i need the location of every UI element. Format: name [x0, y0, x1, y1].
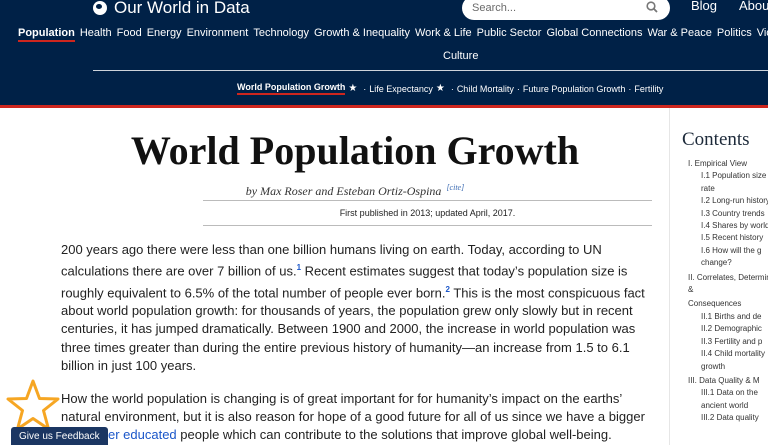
feedback-button[interactable]: Give us Feedback — [11, 427, 108, 445]
star-outline-icon — [6, 379, 60, 431]
subnav-separator: · — [516, 83, 520, 94]
topic-violence[interactable]: Violence — [756, 27, 768, 39]
paragraph-text: people which can contribute to the solut… — [176, 427, 612, 443]
topic-global-connections[interactable]: Global Connections — [546, 27, 643, 39]
toc-item[interactable]: II.4 Child mortality — [701, 349, 766, 359]
subnav-future-population-growth[interactable]: Future Population Growth — [522, 83, 626, 94]
subnav-separator: · — [450, 83, 454, 94]
topic-culture[interactable]: Culture — [443, 50, 479, 62]
toc-item[interactable]: I.2 Long-run history — [701, 196, 768, 206]
toc-item[interactable]: rate — [701, 183, 715, 193]
article-byline: by Max Roser and Esteban Ortiz-Ospina [c… — [0, 183, 710, 199]
toc-section[interactable]: I. Empirical View — [688, 159, 747, 168]
toc-item[interactable]: ancient world — [701, 400, 749, 410]
star-icon: ★ — [435, 83, 445, 94]
toc-item[interactable]: growth — [701, 361, 726, 371]
blog-link[interactable]: Blog — [691, 0, 718, 13]
published-divider-bottom — [203, 225, 652, 226]
toc-item[interactable]: II.3 Fertility and p — [701, 336, 763, 346]
subnav-separator: · — [363, 83, 367, 94]
topic-public-sector[interactable]: Public Sector — [476, 27, 542, 39]
topic-food[interactable]: Food — [116, 27, 142, 39]
topic-population[interactable]: Population — [18, 27, 75, 42]
byline-authors: by Max Roser and Esteban Ortiz-Ospina — [245, 184, 442, 198]
topic-nav: Population Health Food Energy Environmen… — [18, 27, 768, 42]
toc-item[interactable]: change? — [701, 258, 732, 268]
toc-item[interactable]: I.4 Shares by world — [701, 221, 768, 231]
toc-item[interactable]: III.1 Data on the — [701, 388, 758, 398]
entry-subnav: World Population Growth ★ · Life Expecta… — [237, 82, 663, 95]
toc-item[interactable]: I.5 Recent history — [701, 233, 764, 243]
globe-icon — [93, 1, 107, 15]
topic-work-life[interactable]: Work & Life — [414, 27, 472, 39]
published-note: First published in 2013; updated April, … — [339, 208, 516, 218]
published-divider-top — [203, 200, 652, 201]
site-header: Our World in Data Blog About Population … — [0, 0, 768, 107]
toc-item[interactable]: I.1 Population size — [701, 171, 767, 181]
toc-item[interactable]: I.6 How will the g — [701, 245, 762, 255]
subnav-life-expectancy[interactable]: Life Expectancy — [369, 83, 433, 94]
better-educated-link[interactable]: better educated — [86, 427, 177, 443]
article-paragraph: 200 years ago there were less than one b… — [61, 241, 655, 375]
search-input[interactable] — [472, 2, 632, 14]
toc-section[interactable]: II. Correlates, Determinants & — [688, 272, 768, 295]
topic-technology[interactable]: Technology — [253, 27, 309, 39]
star-icon: ★ — [348, 83, 358, 94]
subnav-fertility[interactable]: Fertility — [634, 83, 664, 94]
topic-health[interactable]: Health — [79, 27, 112, 39]
footnote-link[interactable]: 2 — [445, 284, 450, 294]
footnote-link[interactable]: 1 — [296, 263, 302, 273]
contents-heading: Contents — [682, 129, 750, 150]
topic-environment[interactable]: Environment — [186, 27, 249, 39]
subnav-child-mortality[interactable]: Child Mortality — [456, 83, 514, 94]
toc-section[interactable]: Consequences — [688, 299, 742, 309]
subnav-world-population-growth[interactable]: World Population Growth — [237, 82, 346, 95]
table-of-contents: I. Empirical View I.1 Population size rate… — [688, 156, 768, 425]
page-title: World Population Growth — [130, 128, 580, 173]
paragraph-text: How the world population is changing is … — [61, 391, 645, 442]
topic-politics[interactable]: Politics — [716, 27, 752, 39]
paragraph-text: 200 years ago there were less than one b… — [61, 242, 602, 279]
sidebar-divider — [669, 108, 670, 445]
brand-name: Our World in Data — [114, 0, 250, 17]
toc-section[interactable]: III. Data Quality & M — [688, 375, 760, 385]
toc-item[interactable]: II.2 Demographic — [701, 324, 762, 334]
toc-item[interactable]: II.1 Births and de — [701, 311, 762, 321]
about-link[interactable]: About — [739, 0, 768, 13]
toc-item[interactable]: III.2 Data quality — [701, 413, 759, 423]
topic-energy[interactable]: Energy — [146, 27, 182, 39]
paragraph-text: Recent estimates suggest that today’s po… — [61, 263, 628, 301]
subnav-divider — [93, 70, 768, 71]
cite-link[interactable]: [cite] — [446, 183, 465, 192]
header-accent-line — [0, 105, 768, 108]
subnav-separator: · — [628, 83, 632, 94]
search-box[interactable] — [462, 0, 670, 20]
toc-item[interactable]: I.3 Country trends — [701, 208, 765, 218]
topic-growth-inequality[interactable]: Growth & Inequality — [313, 27, 410, 39]
site-brand[interactable]: Our World in Data — [93, 0, 250, 19]
topic-war-peace[interactable]: War & Peace — [647, 27, 712, 39]
article-paragraph: How the world population is changing is … — [61, 390, 655, 445]
paragraph-text: This is the most conspicuous fact about … — [61, 285, 645, 373]
search-icon[interactable] — [646, 1, 658, 13]
